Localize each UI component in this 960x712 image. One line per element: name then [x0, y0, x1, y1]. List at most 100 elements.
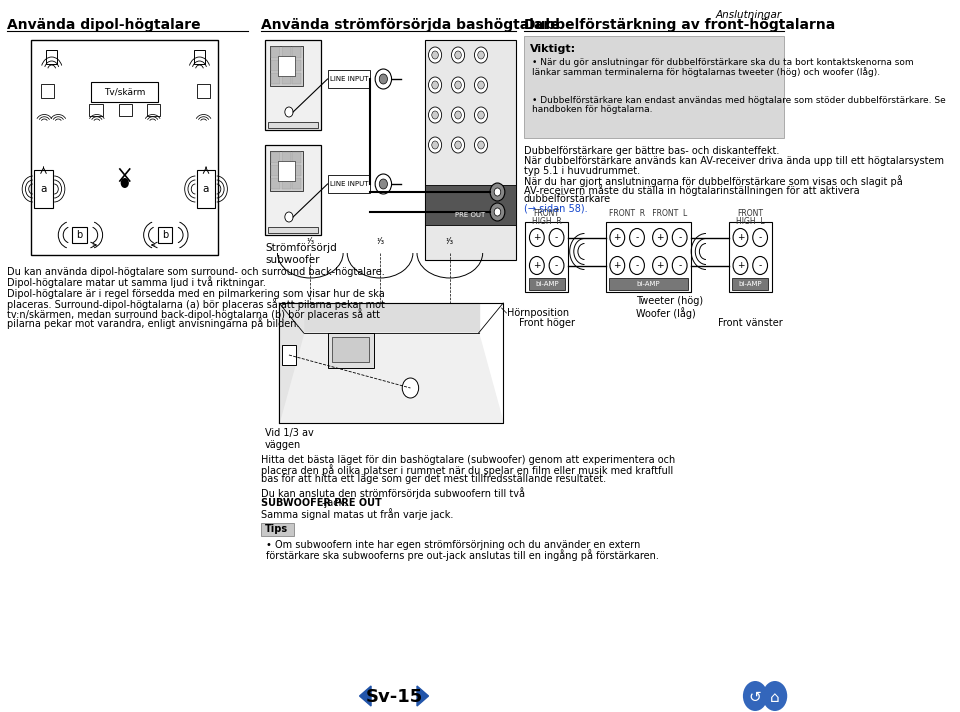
Circle shape	[402, 378, 419, 398]
Circle shape	[490, 183, 505, 201]
Bar	[524, 36, 784, 138]
Text: a: a	[40, 184, 47, 194]
Bar	[281, 60, 291, 71]
Bar	[270, 46, 303, 86]
Bar	[194, 50, 205, 64]
Text: Du kan använda dipol-högtalare som surround- och surround back-högtalare.: Du kan använda dipol-högtalare som surro…	[7, 267, 384, 277]
Polygon shape	[279, 333, 503, 423]
Text: ↺: ↺	[749, 689, 761, 704]
Circle shape	[455, 81, 462, 89]
Text: Använda strömförsörjda bashögtalare: Använda strömförsörjda bashögtalare	[261, 18, 560, 32]
Bar	[292, 73, 301, 84]
Bar	[261, 523, 294, 535]
Circle shape	[121, 178, 129, 188]
Circle shape	[474, 47, 488, 63]
Polygon shape	[417, 686, 428, 706]
Circle shape	[375, 174, 392, 194]
Text: +: +	[736, 261, 744, 270]
Circle shape	[285, 212, 293, 222]
Text: tv:n/skärmen, medan surround back-dipol-högtalarna (b) bör placeras så att: tv:n/skärmen, medan surround back-dipol-…	[7, 308, 379, 320]
Circle shape	[653, 256, 667, 275]
Bar	[292, 60, 301, 71]
Bar	[197, 170, 215, 208]
Text: Dipol-högtalare matar ut samma ljud i två riktningar.: Dipol-högtalare matar ut samma ljud i tv…	[7, 276, 266, 288]
Bar	[292, 47, 301, 58]
Text: bi-AMP: bi-AMP	[738, 281, 762, 286]
Text: -: -	[555, 261, 558, 270]
Text: dubbelförstärkare: dubbelförstärkare	[524, 194, 611, 204]
Text: +: +	[613, 261, 621, 270]
Circle shape	[379, 179, 388, 189]
Bar	[732, 278, 768, 290]
Text: FRONT: FRONT	[534, 209, 560, 217]
Text: bas för att hitta ett läge som ger det mest tillfredsställande resultatet.: bas för att hitta ett läge som ger det m…	[261, 474, 606, 484]
Bar	[265, 145, 321, 235]
Circle shape	[432, 51, 439, 59]
Text: Viktigt:: Viktigt:	[530, 44, 576, 54]
Text: • När du gör anslutningar för dubbelförstärkare ska du ta bort kontaktskenorna s: • När du gör anslutningar för dubbelförs…	[532, 58, 914, 67]
Bar	[269, 227, 318, 233]
Text: AV-receivern måste du ställa in högtalarinställningen för att aktivera: AV-receivern måste du ställa in högtalar…	[524, 184, 859, 197]
Text: -: -	[555, 233, 558, 242]
Text: länkar samman terminalerna för högtalarnas tweeter (hög) och woofer (låg).: länkar samman terminalerna för högtalarn…	[532, 67, 880, 77]
Circle shape	[455, 141, 462, 149]
Bar	[270, 151, 303, 191]
Circle shape	[474, 107, 488, 123]
Text: LINE INPUT: LINE INPUT	[329, 181, 368, 187]
Circle shape	[379, 74, 388, 84]
Text: ¹⁄₃: ¹⁄₃	[445, 237, 454, 246]
Text: typ 5.1 i huvudrummet.: typ 5.1 i huvudrummet.	[524, 165, 640, 175]
Circle shape	[743, 681, 768, 711]
Text: Tv/skärm: Tv/skärm	[104, 88, 146, 97]
Circle shape	[451, 47, 465, 63]
Circle shape	[753, 256, 768, 275]
Bar	[271, 60, 280, 71]
Bar	[281, 178, 291, 189]
Bar	[271, 152, 280, 163]
Circle shape	[672, 229, 687, 246]
Bar	[91, 82, 158, 102]
Text: ¹⁄₃: ¹⁄₃	[376, 237, 384, 246]
Bar	[41, 84, 54, 98]
Circle shape	[494, 188, 501, 196]
Circle shape	[478, 81, 485, 89]
Text: När dubbelförstärkare används kan AV-receiver driva ända upp till ett högtalarsy: När dubbelförstärkare används kan AV-rec…	[524, 156, 944, 166]
Text: Front höger: Front höger	[518, 318, 575, 328]
Circle shape	[428, 77, 442, 93]
Bar	[281, 152, 291, 163]
Bar	[281, 165, 291, 176]
Circle shape	[474, 137, 488, 153]
Circle shape	[375, 69, 392, 89]
Bar	[72, 227, 87, 243]
Bar	[606, 221, 691, 291]
Bar	[609, 278, 688, 290]
Bar	[46, 50, 58, 64]
Circle shape	[474, 77, 488, 93]
Text: ¹⁄₃: ¹⁄₃	[306, 237, 314, 246]
Bar	[278, 56, 295, 76]
Circle shape	[753, 229, 768, 246]
Circle shape	[478, 111, 485, 119]
Text: a: a	[203, 184, 209, 194]
Bar	[157, 227, 173, 243]
Bar	[271, 165, 280, 176]
Text: Använda dipol-högtalare: Använda dipol-högtalare	[7, 18, 201, 32]
Bar	[119, 104, 132, 116]
Bar	[271, 73, 280, 84]
Circle shape	[432, 111, 439, 119]
Text: När du har gjort anslutningarna för dubbelförstärkare som visas och slagit på: När du har gjort anslutningarna för dubb…	[524, 175, 902, 187]
Bar	[35, 170, 53, 208]
Text: ⌂: ⌂	[770, 689, 780, 704]
Circle shape	[630, 256, 644, 275]
Text: Hörnposition: Hörnposition	[507, 308, 569, 318]
Bar	[292, 165, 301, 176]
Circle shape	[451, 137, 465, 153]
Bar	[292, 152, 301, 163]
Text: Hitta det bästa läget för din bashögtalare (subwoofer) genom att experimentera o: Hitta det bästa läget för din bashögtala…	[261, 455, 675, 465]
Bar	[327, 175, 371, 193]
Bar	[282, 345, 296, 365]
Text: +: +	[657, 233, 663, 242]
Text: +: +	[533, 261, 540, 270]
Circle shape	[530, 229, 544, 246]
Text: Samma signal matas ut från varje jack.: Samma signal matas ut från varje jack.	[261, 508, 453, 520]
